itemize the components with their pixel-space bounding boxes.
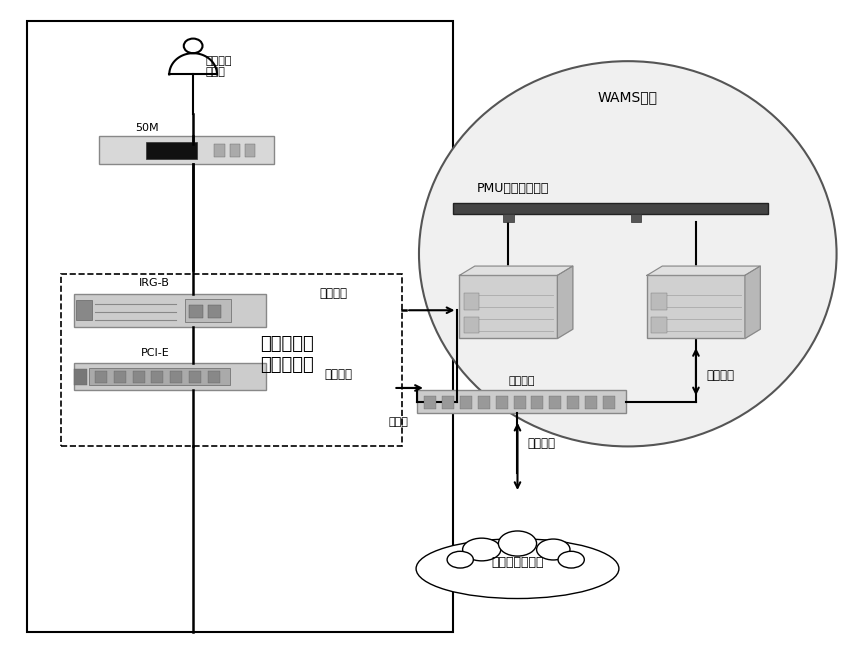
FancyBboxPatch shape <box>424 396 436 410</box>
Polygon shape <box>647 266 760 275</box>
FancyBboxPatch shape <box>146 141 198 159</box>
FancyBboxPatch shape <box>215 144 225 157</box>
Text: 时延分析预
测补偿装置: 时延分析预 测补偿装置 <box>260 336 314 374</box>
FancyBboxPatch shape <box>532 396 544 410</box>
Ellipse shape <box>498 531 537 556</box>
Text: 预测数据: 预测数据 <box>320 287 348 300</box>
Text: WAMS主站: WAMS主站 <box>598 91 657 105</box>
FancyBboxPatch shape <box>133 372 144 384</box>
FancyBboxPatch shape <box>567 396 579 410</box>
Text: 交换机: 交换机 <box>389 416 409 426</box>
FancyBboxPatch shape <box>95 372 107 384</box>
FancyBboxPatch shape <box>99 136 274 164</box>
Polygon shape <box>459 266 573 275</box>
FancyBboxPatch shape <box>189 305 203 318</box>
Text: IRG-B: IRG-B <box>139 278 170 288</box>
FancyBboxPatch shape <box>459 275 557 338</box>
FancyBboxPatch shape <box>585 396 597 410</box>
FancyBboxPatch shape <box>76 300 91 320</box>
Text: 电力调度数据网: 电力调度数据网 <box>492 556 544 569</box>
FancyBboxPatch shape <box>189 372 201 384</box>
Polygon shape <box>557 266 573 338</box>
FancyBboxPatch shape <box>453 203 769 214</box>
FancyBboxPatch shape <box>74 369 86 385</box>
FancyBboxPatch shape <box>61 273 402 446</box>
FancyBboxPatch shape <box>89 368 230 386</box>
FancyBboxPatch shape <box>27 21 453 632</box>
Ellipse shape <box>447 552 474 568</box>
Text: 50M: 50M <box>135 123 159 133</box>
FancyBboxPatch shape <box>230 144 240 157</box>
Text: 实际数据: 实际数据 <box>324 368 352 382</box>
FancyBboxPatch shape <box>417 390 626 414</box>
Ellipse shape <box>416 539 619 598</box>
FancyBboxPatch shape <box>652 317 667 334</box>
FancyBboxPatch shape <box>208 372 220 384</box>
FancyBboxPatch shape <box>652 293 667 310</box>
FancyBboxPatch shape <box>514 396 526 410</box>
FancyBboxPatch shape <box>170 372 182 384</box>
FancyBboxPatch shape <box>245 144 256 157</box>
Polygon shape <box>745 266 760 338</box>
FancyBboxPatch shape <box>460 396 472 410</box>
FancyBboxPatch shape <box>151 372 163 384</box>
FancyBboxPatch shape <box>463 293 479 310</box>
Text: PMU模拟前置软件: PMU模拟前置软件 <box>476 182 549 195</box>
FancyBboxPatch shape <box>647 275 745 338</box>
FancyBboxPatch shape <box>603 396 615 410</box>
FancyBboxPatch shape <box>185 299 232 321</box>
Text: 实际数据: 实际数据 <box>528 437 556 450</box>
Ellipse shape <box>463 538 501 561</box>
Text: PCI-E: PCI-E <box>140 348 169 358</box>
Text: 卫星信号
接收器: 卫星信号 接收器 <box>206 55 233 77</box>
Ellipse shape <box>558 552 584 568</box>
Ellipse shape <box>537 539 570 560</box>
FancyBboxPatch shape <box>496 396 508 410</box>
Text: 镜像端口: 镜像端口 <box>509 376 535 386</box>
FancyBboxPatch shape <box>463 317 479 334</box>
FancyBboxPatch shape <box>74 293 266 327</box>
FancyBboxPatch shape <box>208 305 221 318</box>
FancyBboxPatch shape <box>631 214 641 222</box>
FancyBboxPatch shape <box>114 372 126 384</box>
FancyBboxPatch shape <box>442 396 454 410</box>
FancyBboxPatch shape <box>550 396 561 410</box>
FancyBboxPatch shape <box>74 364 266 390</box>
FancyBboxPatch shape <box>504 214 514 222</box>
Ellipse shape <box>419 61 836 446</box>
Text: 实际数据: 实际数据 <box>706 368 734 382</box>
FancyBboxPatch shape <box>478 396 490 410</box>
